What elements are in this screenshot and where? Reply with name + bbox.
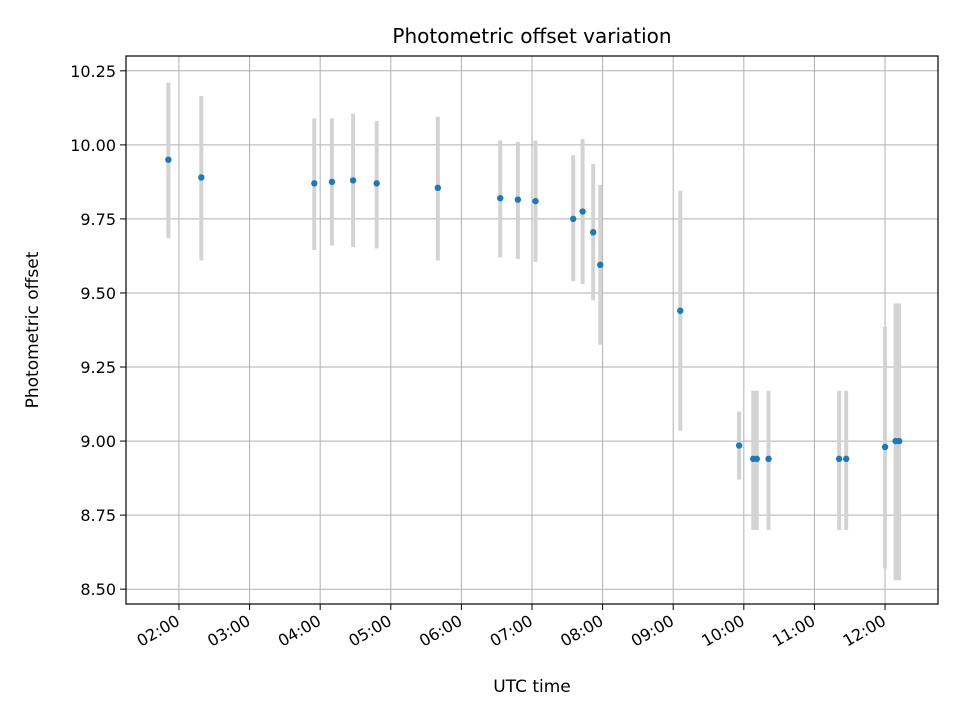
data-point <box>843 455 850 463</box>
data-point <box>514 196 522 203</box>
data-point <box>677 307 684 314</box>
y-tick-label: 9.25 <box>80 358 116 377</box>
data-point <box>373 180 380 187</box>
data-point <box>497 194 504 202</box>
x-tick-label: 06:00 <box>416 611 465 651</box>
x-tick-label: 05:00 <box>345 611 394 651</box>
x-tick-label: 10:00 <box>698 611 747 651</box>
data-point <box>532 197 539 205</box>
data-point <box>895 437 903 445</box>
x-tick-label: 04:00 <box>275 611 324 651</box>
data-point <box>311 180 318 187</box>
x-tick-label: 03:00 <box>204 611 253 651</box>
x-tick-label: 12:00 <box>840 611 889 651</box>
chart-title: Photometric offset variation <box>392 24 671 48</box>
data-point <box>349 177 357 184</box>
y-tick-label: 9.50 <box>80 284 116 303</box>
x-tick-label: 08:00 <box>557 611 606 651</box>
data-point <box>569 215 577 223</box>
y-tick-label: 10.25 <box>70 62 116 81</box>
data-point <box>753 455 760 463</box>
y-tick-label: 9.00 <box>80 432 116 451</box>
x-tick-label: 11:00 <box>769 611 818 651</box>
y-axis-label: Photometric offset <box>23 251 43 408</box>
data-point <box>835 455 843 463</box>
x-tick-label: 02:00 <box>134 611 183 651</box>
x-axis-ticks: 02:00 03:00 04:00 05:00 06:00 07:00 08:00 09:00… <box>134 604 889 651</box>
y-tick-label: 8.75 <box>80 506 116 525</box>
error-bars <box>166 82 902 581</box>
data-point <box>589 229 597 236</box>
data-point <box>165 156 172 163</box>
y-axis-ticks: 8.50 8.75 9.00 9.25 9.50 9.75 10.00 10.25 <box>70 62 126 599</box>
data-point <box>579 208 586 215</box>
data-point <box>765 455 772 463</box>
x-tick-label: 09:00 <box>628 611 677 651</box>
data-point <box>198 174 205 181</box>
y-tick-label: 10.00 <box>70 136 116 155</box>
data-point <box>735 442 743 449</box>
y-tick-label: 9.75 <box>80 210 116 229</box>
data-points <box>165 156 903 463</box>
grid-lines <box>126 56 938 604</box>
x-axis-label: UTC time <box>493 677 571 697</box>
data-point <box>328 178 336 186</box>
data-point <box>597 261 604 269</box>
data-point <box>434 184 442 192</box>
data-point <box>881 443 889 451</box>
y-tick-label: 8.50 <box>80 580 116 599</box>
x-tick-label: 07:00 <box>487 611 536 651</box>
